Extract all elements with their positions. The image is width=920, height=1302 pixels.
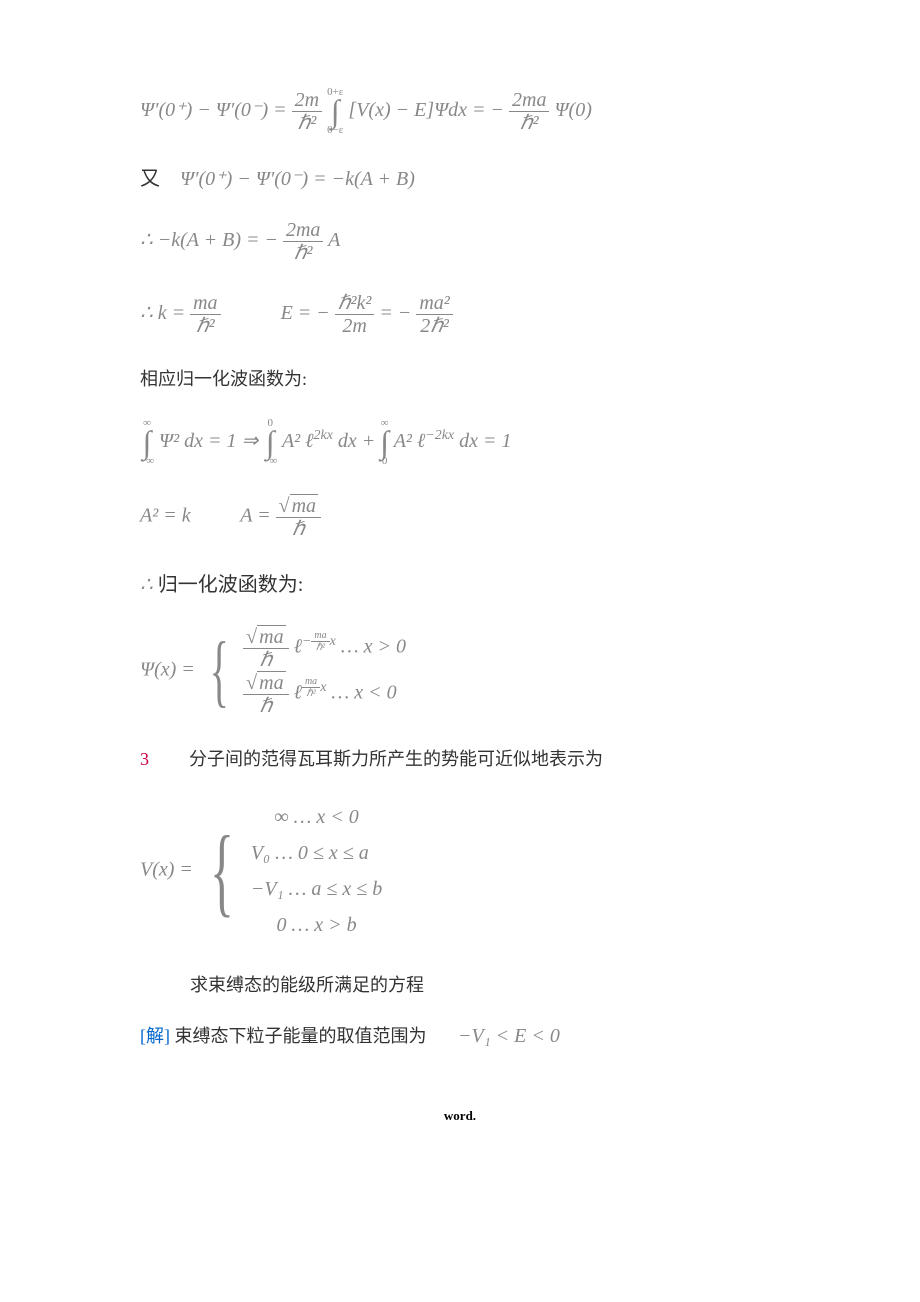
eq3-prefix: ∴ −k(A + B) = − — [140, 229, 278, 251]
equation-1: Ψ′(0⁺) − Ψ′(0⁻) = 2m ℏ² 0+ε ∫ 0−ε [V(x) … — [140, 88, 780, 134]
eq1-tail: Ψ(0) — [554, 99, 591, 121]
eq4-p2-mid: = − — [379, 302, 411, 324]
eq3-tail: A — [328, 229, 340, 251]
eq8-r3: −V₁ … a ≤ x ≤ b — [251, 871, 382, 907]
eq1-frac2: 2ma ℏ² — [509, 89, 549, 134]
problem-3-text: 分子间的范得瓦耳斯力所产生的势能可近似地表示为 — [189, 745, 603, 771]
eq8-lhs: V(x) = — [140, 858, 193, 880]
equation-8: V(x) = { ∞ … x < 0 V₀ … 0 ≤ x ≤ a −V₁ … … — [140, 799, 780, 943]
eq4-frac2: ℏ²k² 2m — [335, 292, 375, 337]
eq2-text: Ψ′(0⁺) − Ψ′(0⁻) = −k(A + B) — [180, 168, 415, 190]
problem-number: 3 — [140, 749, 149, 770]
eq5-p2: A² ℓ — [282, 430, 314, 452]
equation-7: Ψ(x) = { √ma ℏ ℓ−maℏ²x … x > 0 √ma ℏ ℓma… — [140, 625, 780, 717]
eq1-integrand: [V(x) − E]Ψdx = − — [348, 99, 504, 121]
eq7-lhs: Ψ(x) = — [140, 658, 195, 680]
solution-line: [解] 束缚态下粒子能量的取值范围为 −V₁ < E < 0 — [140, 1022, 780, 1048]
eq6-p1: A² = k — [140, 504, 191, 526]
eq5-p3t: dx = 1 — [459, 430, 511, 452]
eq5-p1: Ψ² dx = 1 ⇒ — [159, 430, 258, 452]
eq6-p2-lhs: A = — [240, 504, 270, 526]
page-footer: word. — [140, 1108, 780, 1124]
text-3: 求束缚态的能级所满足的方程 — [140, 971, 780, 997]
solution-label: [解] — [140, 1026, 170, 1046]
eq4-frac1: ma ℏ² — [190, 292, 220, 337]
brace-icon: { — [209, 639, 228, 703]
eq5-int1: ∞ ∫ −∞ — [140, 419, 154, 465]
text-1: 相应归一化波函数为: — [140, 365, 780, 391]
eq3-frac: 2ma ℏ² — [283, 219, 323, 264]
brace-icon: { — [210, 831, 234, 911]
eq4-frac3: ma² 2ℏ² — [416, 292, 452, 337]
eq1-frac1: 2m ℏ² — [292, 89, 322, 134]
equation-6: A² = k A = √ma ℏ — [140, 494, 780, 540]
text-2: 归一化波函数为: — [158, 574, 304, 596]
eq2-prefix-cn: 又 — [140, 168, 160, 190]
eq7-row1: √ma ℏ ℓ−maℏ²x … x > 0 — [243, 625, 406, 671]
eq5-p2t: dx + — [338, 430, 375, 452]
eq1-integral: 0+ε ∫ 0−ε — [327, 88, 343, 134]
eq5-int2: 0 ∫ −∞ — [263, 419, 277, 465]
eq8-r4: 0 … x > b — [251, 907, 382, 943]
eq5-int3: ∞ ∫ 0 — [380, 419, 389, 465]
problem-3-heading: 3 分子间的范得瓦耳斯力所产生的势能可近似地表示为 — [140, 745, 780, 771]
eq5-p3: A² ℓ — [394, 430, 426, 452]
equation-4: ∴ k = ma ℏ² E = − ℏ²k² 2m = − ma² 2ℏ² — [140, 292, 780, 337]
eq6-frac: √ma ℏ — [276, 494, 321, 540]
equation-5: ∞ ∫ −∞ Ψ² dx = 1 ⇒ 0 ∫ −∞ A² ℓ2kx dx + ∞… — [140, 419, 780, 465]
eq4-p2-prefix: E = − — [281, 302, 330, 324]
eq1-lhs: Ψ′(0⁺) − Ψ′(0⁻) = — [140, 99, 287, 121]
solution-eq: −V₁ < E < 0 — [458, 1025, 560, 1047]
eq4-p1-prefix: ∴ k = — [140, 302, 185, 324]
equation-3: ∴ −k(A + B) = − 2ma ℏ² A — [140, 219, 780, 264]
equation-2: 又 Ψ′(0⁺) − Ψ′(0⁻) = −k(A + B) — [140, 162, 780, 191]
eq8-r1: ∞ … x < 0 — [251, 799, 382, 835]
eq8-r2: V₀ … 0 ≤ x ≤ a — [251, 835, 382, 871]
eq7-row2: √ma ℏ ℓmaℏ²x … x < 0 — [243, 671, 406, 717]
text-2-line: ∴ 归一化波函数为: — [140, 568, 780, 597]
text2-prefix: ∴ — [140, 574, 153, 596]
solution-text: 束缚态下粒子能量的取值范围为 — [175, 1026, 427, 1046]
